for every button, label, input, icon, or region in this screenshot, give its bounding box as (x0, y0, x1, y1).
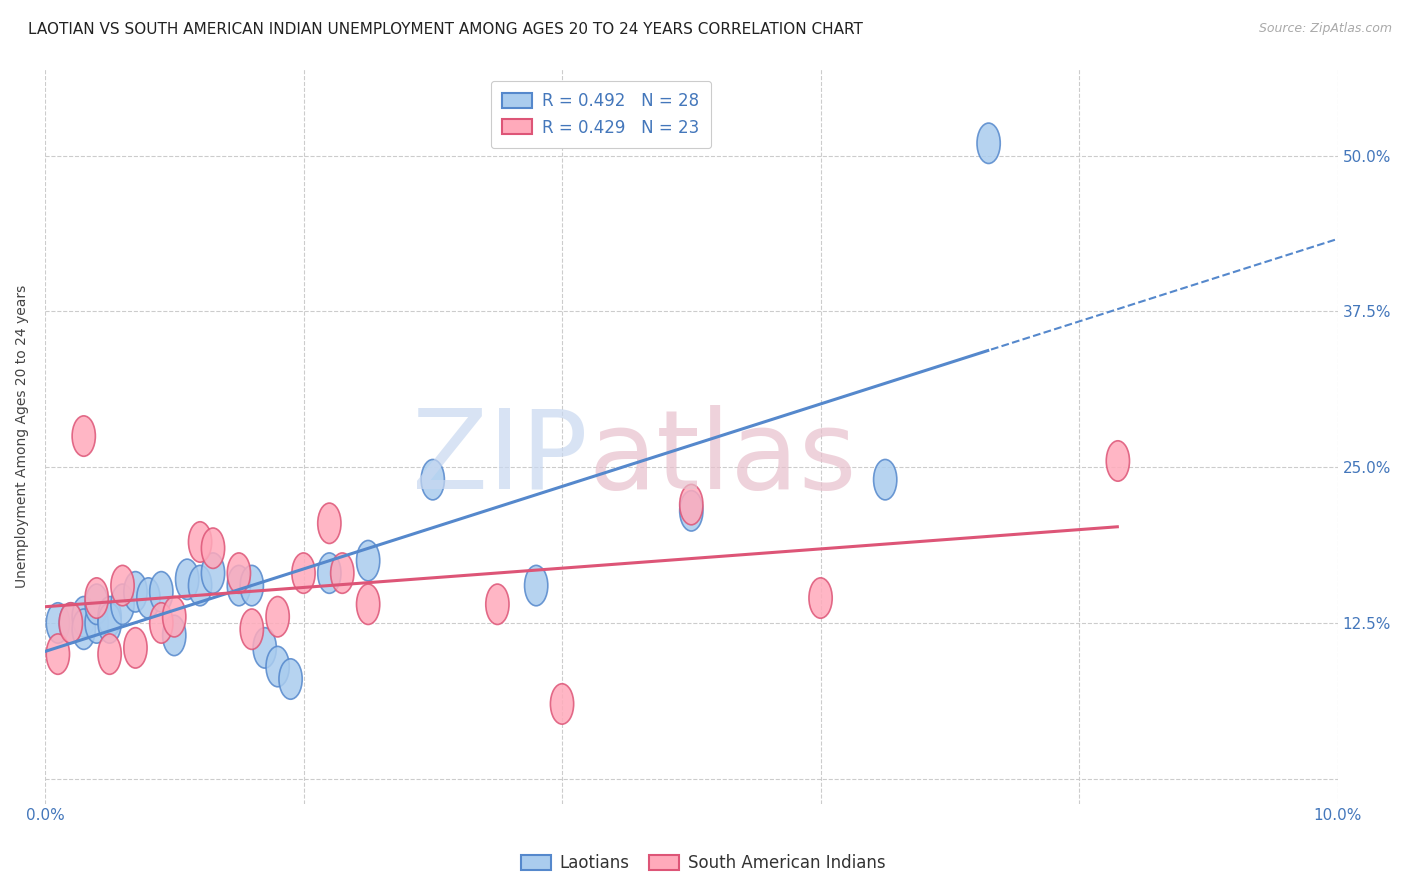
Legend: Laotians, South American Indians: Laotians, South American Indians (515, 847, 891, 879)
Ellipse shape (679, 484, 703, 524)
Ellipse shape (228, 566, 250, 606)
Ellipse shape (266, 597, 290, 637)
Ellipse shape (46, 634, 69, 674)
Text: atlas: atlas (588, 405, 856, 512)
Ellipse shape (111, 584, 134, 624)
Ellipse shape (98, 603, 121, 643)
Ellipse shape (46, 603, 69, 643)
Ellipse shape (59, 603, 83, 643)
Ellipse shape (111, 566, 134, 606)
Ellipse shape (98, 634, 121, 674)
Ellipse shape (1107, 441, 1129, 481)
Ellipse shape (188, 566, 212, 606)
Ellipse shape (278, 659, 302, 699)
Text: Source: ZipAtlas.com: Source: ZipAtlas.com (1258, 22, 1392, 36)
Ellipse shape (201, 553, 225, 593)
Y-axis label: Unemployment Among Ages 20 to 24 years: Unemployment Among Ages 20 to 24 years (15, 285, 30, 588)
Ellipse shape (253, 628, 277, 668)
Ellipse shape (72, 416, 96, 457)
Ellipse shape (149, 572, 173, 612)
Ellipse shape (72, 609, 96, 649)
Ellipse shape (357, 541, 380, 581)
Ellipse shape (808, 578, 832, 618)
Ellipse shape (84, 584, 108, 624)
Ellipse shape (873, 459, 897, 500)
Ellipse shape (292, 553, 315, 593)
Text: ZIP: ZIP (412, 405, 588, 512)
Ellipse shape (679, 491, 703, 531)
Ellipse shape (163, 615, 186, 656)
Ellipse shape (228, 553, 250, 593)
Legend: R = 0.492   N = 28, R = 0.429   N = 23: R = 0.492 N = 28, R = 0.429 N = 23 (491, 80, 711, 148)
Ellipse shape (84, 578, 108, 618)
Ellipse shape (318, 553, 342, 593)
Ellipse shape (72, 597, 96, 637)
Ellipse shape (977, 123, 1000, 163)
Ellipse shape (485, 584, 509, 624)
Ellipse shape (124, 628, 148, 668)
Ellipse shape (59, 603, 83, 643)
Ellipse shape (422, 459, 444, 500)
Ellipse shape (84, 603, 108, 643)
Ellipse shape (136, 578, 160, 618)
Ellipse shape (330, 553, 354, 593)
Ellipse shape (357, 584, 380, 624)
Ellipse shape (240, 566, 263, 606)
Ellipse shape (176, 559, 198, 599)
Text: LAOTIAN VS SOUTH AMERICAN INDIAN UNEMPLOYMENT AMONG AGES 20 TO 24 YEARS CORRELAT: LAOTIAN VS SOUTH AMERICAN INDIAN UNEMPLO… (28, 22, 863, 37)
Ellipse shape (163, 597, 186, 637)
Ellipse shape (201, 528, 225, 568)
Ellipse shape (149, 603, 173, 643)
Ellipse shape (188, 522, 212, 562)
Ellipse shape (240, 609, 263, 649)
Ellipse shape (266, 647, 290, 687)
Ellipse shape (550, 684, 574, 724)
Ellipse shape (318, 503, 342, 543)
Ellipse shape (124, 572, 148, 612)
Ellipse shape (98, 597, 121, 637)
Ellipse shape (524, 566, 548, 606)
